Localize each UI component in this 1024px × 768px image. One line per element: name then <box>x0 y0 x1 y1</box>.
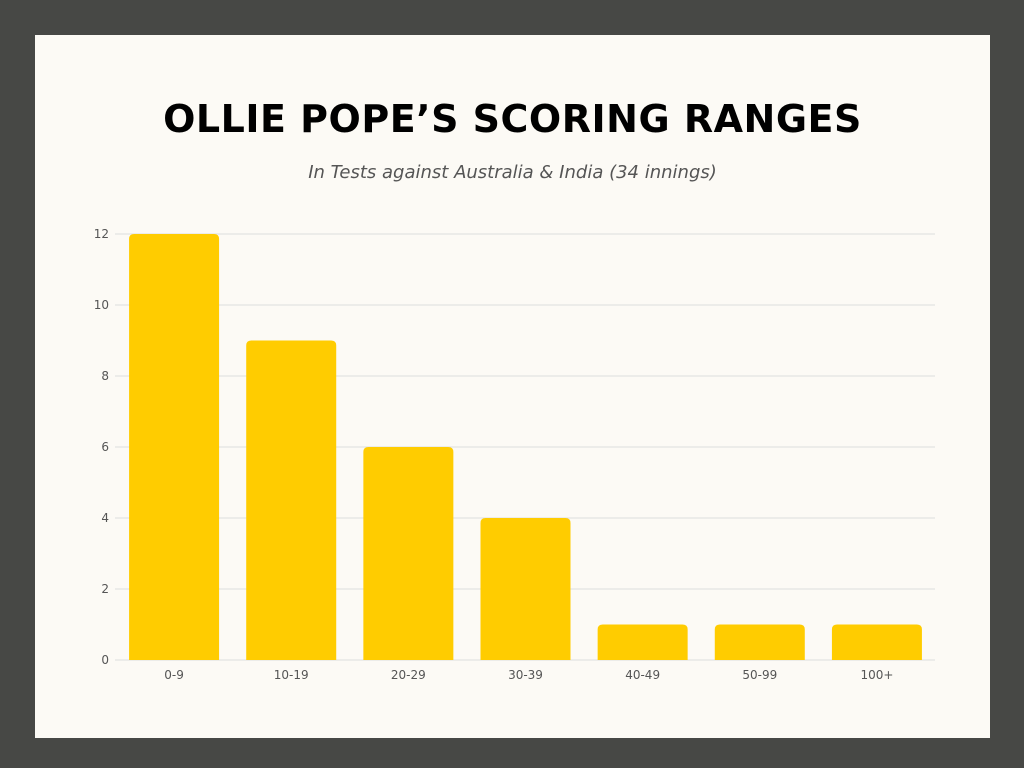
y-tick-label: 10 <box>94 298 109 312</box>
bar-100+ <box>831 624 922 660</box>
x-tick-label: 20-29 <box>391 668 426 682</box>
chart-title: OLLIE POPE’S SCORING RANGES <box>163 97 862 141</box>
chart-card: OLLIE POPE’S SCORING RANGES In Tests aga… <box>35 35 990 738</box>
x-tick-label: 40-49 <box>625 668 660 682</box>
bars <box>129 234 922 660</box>
x-tick-label: 50-99 <box>742 668 777 682</box>
y-tick-label: 8 <box>101 369 109 383</box>
y-tick-label: 0 <box>101 653 109 667</box>
y-tick-label: 12 <box>94 227 109 241</box>
x-tick-label: 30-39 <box>508 668 543 682</box>
y-tick-label: 4 <box>101 511 109 525</box>
bar-20-29 <box>363 447 454 660</box>
x-tick-label: 0-9 <box>164 668 184 682</box>
x-axis-ticks: 0-9 10-19 20-29 30-39 40-49 50-99 100+ <box>164 668 893 682</box>
y-axis-ticks: 0 2 4 6 8 10 12 <box>94 227 109 667</box>
bar-10-19 <box>246 340 337 660</box>
x-tick-label: 10-19 <box>274 668 309 682</box>
y-tick-label: 2 <box>101 582 109 596</box>
y-tick-label: 6 <box>101 440 109 454</box>
bar-40-49 <box>597 624 688 660</box>
bar-50-99 <box>714 624 805 660</box>
bar-0-9 <box>129 234 220 660</box>
bar-30-39 <box>480 518 571 660</box>
x-tick-label: 100+ <box>860 668 893 682</box>
chart-subtitle: In Tests against Australia & India (34 i… <box>308 162 717 183</box>
bar-chart: 0 2 4 6 8 10 12 0-9 10-19 20-29 30-39 40-49 50-99 10… <box>94 227 935 682</box>
